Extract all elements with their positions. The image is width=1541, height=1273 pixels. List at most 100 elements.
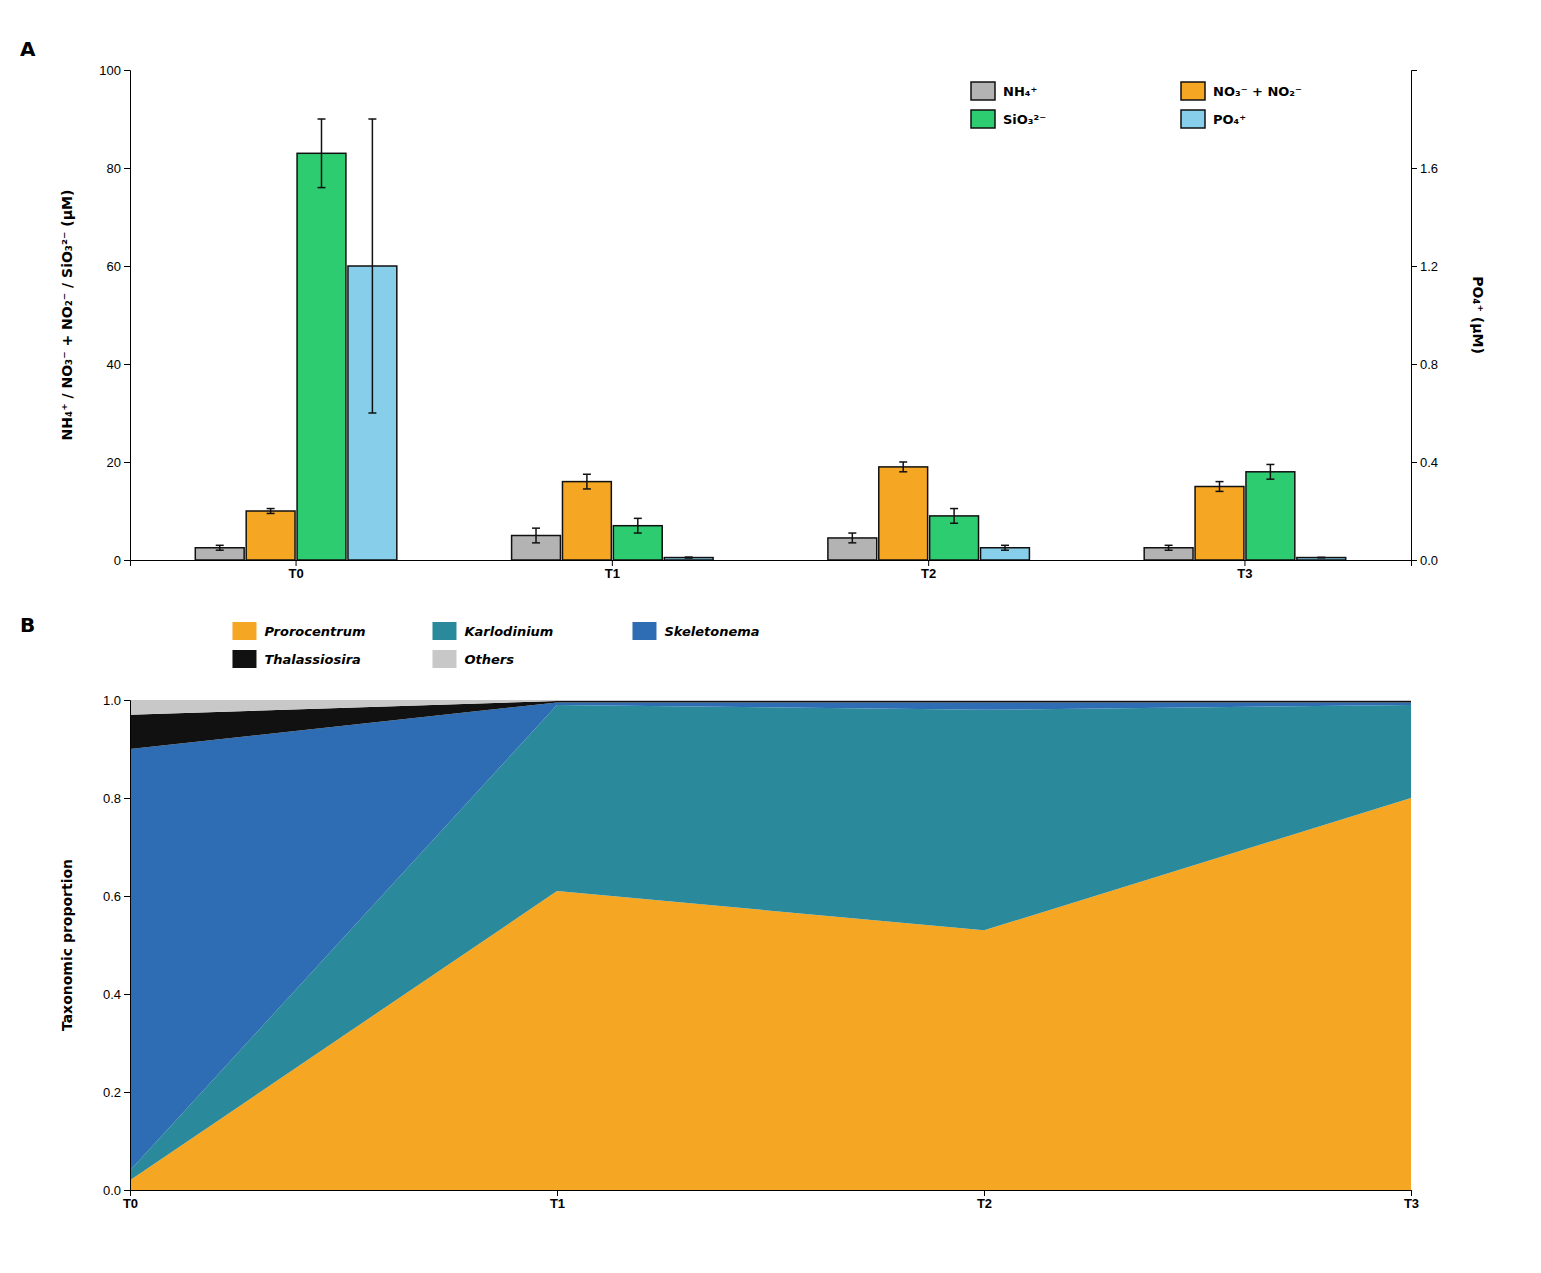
tick-label: 0.4: [1420, 455, 1438, 470]
tick-label: T0: [288, 566, 303, 581]
error-cap: [216, 549, 224, 551]
error-cap: [848, 532, 856, 534]
legend-label: Others: [464, 652, 514, 667]
error-cap: [267, 508, 275, 510]
tick: 80: [107, 161, 130, 176]
error-cap: [1165, 545, 1173, 547]
tick-label: 100: [99, 63, 121, 78]
tick: 0.0: [103, 1183, 130, 1198]
y-axis: 020406080100: [99, 63, 130, 568]
tick-label: T3: [1237, 566, 1252, 581]
area: [130, 701, 1411, 749]
error-bar: [532, 528, 540, 543]
error-bar: [1001, 545, 1009, 550]
tick-mark: [124, 462, 130, 463]
tick-label: 0.8: [1420, 357, 1438, 372]
tick-mark: [612, 560, 613, 566]
area: [130, 702, 1411, 1170]
y2-axis-title: PO₄⁺ (μM): [1470, 276, 1486, 354]
legend-label: NO₃⁻ + NO₂⁻: [1213, 84, 1302, 99]
tick: 1.6: [1411, 161, 1438, 176]
tick: 60: [107, 259, 130, 274]
error-line: [1270, 464, 1272, 479]
plot-area: [195, 119, 1345, 560]
error-bar: [267, 509, 275, 514]
error-line: [586, 474, 588, 489]
error-cap: [950, 508, 958, 510]
tick-label: T3: [1404, 1196, 1419, 1211]
tick-mark: [124, 994, 130, 995]
error-line: [902, 462, 904, 472]
axis-line: [124, 701, 131, 1191]
error-cap: [267, 513, 275, 515]
error-bar: [950, 509, 958, 524]
error-bar: [1215, 482, 1223, 492]
tick: T1: [550, 1190, 565, 1211]
plot-area: [130, 700, 1411, 1190]
axis-line: [124, 71, 131, 561]
legend-swatch: [1181, 110, 1205, 128]
tick-mark: [984, 1190, 985, 1196]
bar: [195, 548, 244, 560]
tick-label: T0: [123, 1196, 138, 1211]
error-cap: [216, 545, 224, 547]
error-bar: [216, 545, 224, 550]
tick-label: 80: [107, 161, 121, 176]
tick-label: T2: [921, 566, 936, 581]
error-cap: [532, 527, 540, 529]
tick: 1.0: [103, 693, 130, 708]
tick-mark: [1411, 560, 1417, 561]
legend-label: PO₄⁺: [1213, 112, 1246, 127]
error-line: [953, 509, 955, 524]
x-axis: T0 T1 T2 T3: [123, 1190, 1419, 1211]
error-bar: [899, 462, 907, 472]
x-axis: T0 T1 T2 T3: [131, 560, 1412, 581]
tick: T3: [1237, 560, 1252, 581]
tick-label: 0: [114, 553, 121, 568]
tick-mark: [124, 560, 130, 561]
tick-label: 40: [107, 357, 121, 372]
error-line: [535, 528, 537, 543]
tick: 1.2: [1411, 259, 1438, 274]
bar: [1195, 487, 1244, 561]
error-bar: [318, 119, 326, 188]
bar: [1246, 472, 1295, 560]
y2-axis: 0.0 0.4 0.8 1.2 1.6: [1411, 71, 1438, 568]
error-bar: [685, 557, 693, 559]
tick: 0.2: [103, 1085, 130, 1100]
figure: T0T1T2T30204060801000.00.40.81.21.6NH₄⁺ …: [0, 0, 1541, 1273]
tick-label: 60: [107, 259, 121, 274]
tick-label: T1: [605, 566, 620, 581]
tick-mark: [124, 700, 130, 701]
panel-a: T0T1T2T30204060801000.00.40.81.21.6NH₄⁺ …: [20, 37, 1486, 581]
error-cap: [634, 518, 642, 520]
tick-mark: [928, 560, 929, 566]
error-cap: [368, 412, 376, 414]
error-line: [321, 119, 323, 188]
tick: T0: [288, 560, 303, 581]
y-axis-title: NH₄⁺ / NO₃⁻ + NO₂⁻ / SiO₃²⁻ (μM): [59, 190, 75, 441]
area: [130, 700, 1411, 715]
tick: T2: [977, 1190, 992, 1211]
tick-mark: [124, 364, 130, 365]
legend-item: PO₄⁺: [1181, 110, 1246, 128]
bar: [1144, 548, 1193, 560]
bar: [664, 558, 713, 560]
tick-mark: [1411, 266, 1417, 267]
error-line: [1219, 482, 1221, 492]
axis-line: [1412, 71, 1418, 561]
tick-label: 0.6: [103, 889, 121, 904]
tick: T0: [123, 1190, 138, 1211]
tick: T2: [921, 560, 936, 581]
tick: 0: [114, 553, 130, 568]
legend-label: Thalassiosira: [264, 652, 360, 667]
y-axis-title: Taxonomic proportion: [59, 859, 75, 1031]
tick: 40: [107, 357, 130, 372]
legend: ProrocentrumKarlodiniumSkeletonemaThalas…: [232, 622, 759, 668]
legend-item: NH₄⁺: [971, 82, 1037, 100]
tick-label: T1: [550, 1196, 565, 1211]
legend-swatch: [232, 622, 256, 640]
tick: 0.8: [1411, 357, 1438, 372]
tick-label: 0.0: [1420, 553, 1438, 568]
error-cap: [899, 471, 907, 473]
